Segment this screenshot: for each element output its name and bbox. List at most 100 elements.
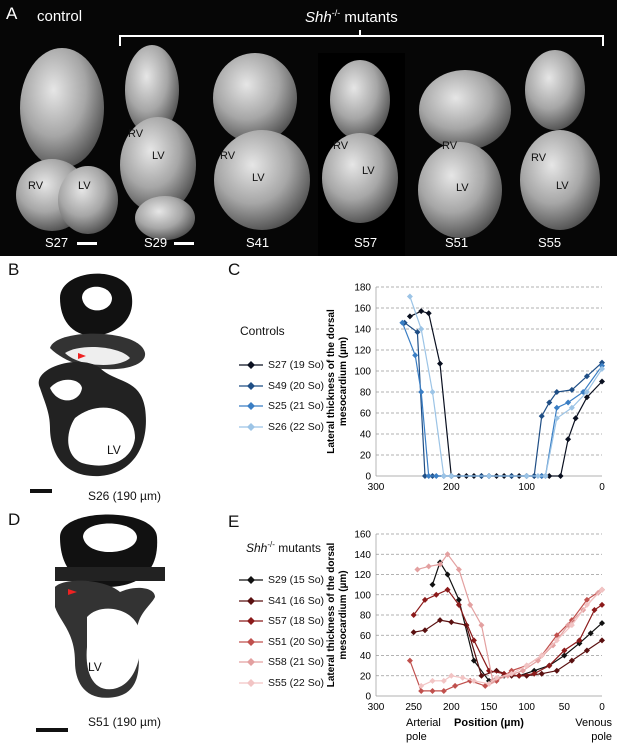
- data-point-e-1: [553, 667, 560, 674]
- data-point-e-2: [546, 662, 553, 669]
- legend-entry: S58 (21 So): [237, 652, 347, 673]
- data-point-c-0: [583, 394, 590, 401]
- legend-swatch: [239, 402, 263, 411]
- legend-entry: S49 (20 So): [237, 376, 347, 397]
- series-line-e-2: [413, 588, 603, 677]
- data-point-e-5: [508, 670, 515, 677]
- data-point-e-2: [433, 591, 440, 598]
- legend-label: S49 (20 So): [268, 379, 325, 392]
- venous-pole-label: Venous pole: [575, 717, 612, 743]
- data-point-c-3: [440, 473, 447, 479]
- legend-title-c: Controls: [240, 324, 285, 338]
- data-point-e-3: [452, 682, 459, 689]
- x-tick-label: 200: [443, 702, 460, 713]
- mutants-bracket: [119, 30, 604, 46]
- heart-render-s27: [16, 48, 118, 234]
- data-point-e-3: [508, 667, 515, 674]
- legend-label: S29 (15 So): [268, 574, 325, 587]
- data-point-e-2: [410, 612, 417, 618]
- data-point-c-2: [553, 404, 560, 411]
- data-point-e-3: [418, 687, 425, 694]
- data-point-c-3: [542, 473, 549, 479]
- lv-label-s29: LV: [152, 150, 165, 162]
- legend-swatch: [239, 422, 263, 431]
- data-point-c-0: [437, 360, 444, 367]
- data-point-e-5: [523, 662, 530, 669]
- data-point-c-1: [599, 359, 605, 366]
- legend-label: S41 (16 So): [268, 594, 325, 607]
- specimen-label-s51: S51: [445, 235, 469, 250]
- data-point-e-1: [410, 629, 417, 636]
- data-point-e-0: [444, 571, 451, 578]
- data-point-e-5: [429, 677, 436, 684]
- lv-label-d: LV: [88, 660, 102, 674]
- chart-e: 0 20 40 60 80 100 120 140 160 300 250 200 150 100 50 0 L…: [326, 530, 612, 744]
- data-point-e-0: [531, 667, 538, 674]
- legend-entry: S41 (16 So): [237, 591, 347, 612]
- legend-entry: S26 (22 So): [237, 417, 347, 438]
- data-point-e-1: [568, 657, 575, 664]
- scale-bar-d: [36, 728, 68, 732]
- legend-label: S58 (21 So): [268, 656, 325, 669]
- data-point-c-0: [599, 378, 605, 385]
- data-point-e-4: [414, 566, 421, 573]
- section-image-d: [55, 514, 165, 698]
- data-point-e-3: [429, 687, 436, 694]
- data-point-e-3: [553, 632, 560, 639]
- legend-swatch: [239, 617, 263, 626]
- data-point-e-5: [583, 601, 590, 608]
- panel-c-letter: C: [228, 260, 241, 279]
- data-point-c-2: [433, 473, 440, 479]
- control-label: control: [37, 8, 83, 25]
- legend-swatch: [239, 576, 263, 585]
- heart-render-s57: [322, 60, 398, 223]
- data-point-c-0: [418, 308, 425, 315]
- specimen-label-s57: S57: [354, 235, 378, 250]
- series-line-c-3: [409, 296, 603, 477]
- legend-label: S27 (19 So): [268, 359, 325, 372]
- data-point-c-3: [553, 415, 560, 422]
- specimen-label-s41: S41: [246, 235, 270, 250]
- data-point-e-3: [583, 596, 590, 603]
- data-point-e-2: [591, 606, 598, 613]
- legend-swatch: [239, 678, 263, 687]
- data-point-c-3: [599, 365, 605, 372]
- mutants-header-italic: Shh: [305, 9, 332, 26]
- data-point-e-5: [553, 637, 560, 644]
- legend-entry: S27 (19 So): [237, 355, 347, 376]
- data-point-c-1: [414, 329, 421, 336]
- data-point-e-5: [599, 586, 605, 593]
- data-point-e-1: [421, 627, 428, 634]
- legend-entry: S57 (18 So): [237, 611, 347, 632]
- y-tick-label: 120: [354, 570, 371, 581]
- specimen-label-s55: S55: [538, 235, 562, 250]
- y-tick-label: 100: [354, 590, 371, 601]
- data-point-e-4: [478, 622, 485, 629]
- panel-d-letter: D: [8, 510, 21, 529]
- data-point-c-3: [429, 389, 436, 395]
- x-tick-label: 100: [518, 482, 535, 493]
- data-point-c-2: [599, 362, 605, 369]
- scale-bar-a1: [77, 242, 97, 245]
- legend-c: S27 (19 So) S49 (20 So) S25 (21 So) S26 (22…: [237, 355, 347, 437]
- data-point-c-3: [583, 389, 590, 395]
- data-point-e-2: [531, 670, 538, 677]
- legend-entry: S29 (15 So): [237, 570, 347, 591]
- data-point-e-5: [538, 652, 545, 659]
- data-point-e-3: [568, 617, 575, 624]
- data-point-e-2: [444, 586, 451, 593]
- hearts-renders: [16, 45, 600, 256]
- y-tick-label: 80: [360, 611, 372, 622]
- data-point-e-5: [448, 672, 455, 679]
- data-point-e-0: [455, 596, 462, 603]
- x-tick-label: 0: [599, 482, 605, 493]
- data-point-c-3: [448, 473, 455, 479]
- rv-label-s29: RV: [128, 128, 144, 140]
- data-point-e-1: [437, 617, 444, 624]
- data-point-e-4: [519, 667, 526, 674]
- data-point-c-1: [421, 473, 428, 479]
- y-axis-label: Lateral thickness of the dorsalmesocardi…: [326, 309, 349, 454]
- data-point-c-2: [418, 389, 425, 395]
- data-point-e-2: [421, 596, 428, 603]
- chart-c: 0 20 40 60 80 100 120 140 160 180 300 200 100 0 Latera…: [326, 283, 605, 494]
